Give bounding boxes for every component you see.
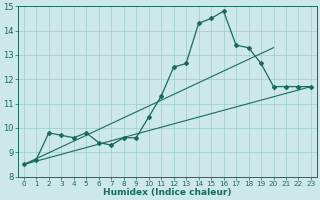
X-axis label: Humidex (Indice chaleur): Humidex (Indice chaleur): [103, 188, 232, 197]
